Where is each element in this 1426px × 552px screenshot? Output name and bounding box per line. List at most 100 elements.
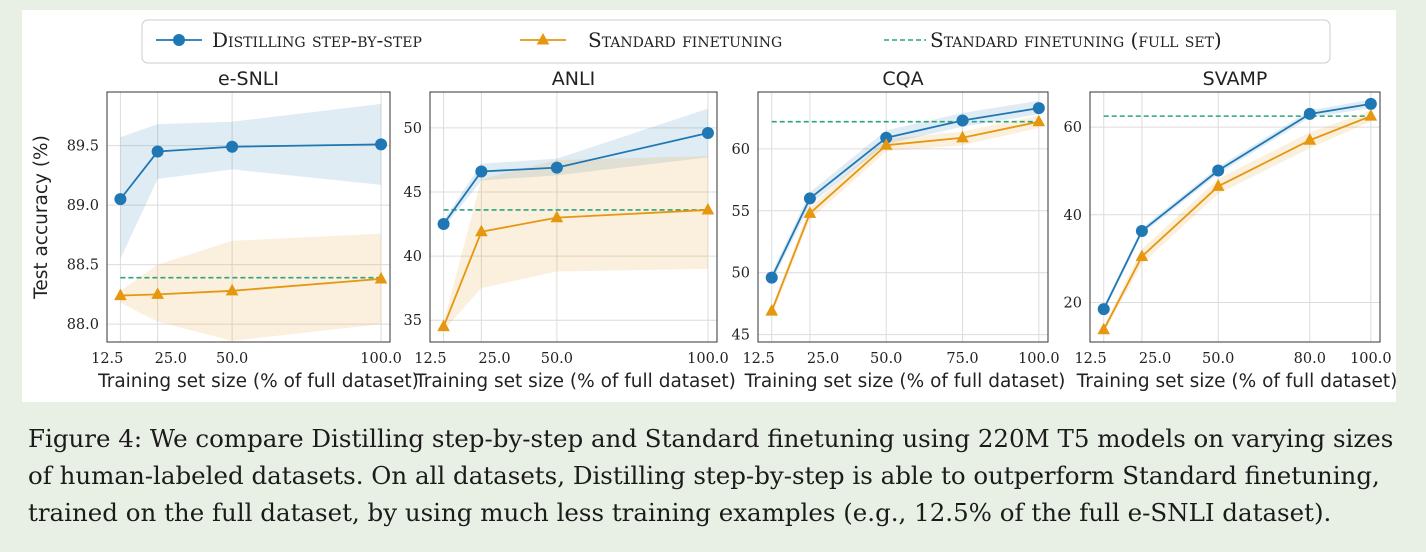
x-tick-label: 100.0 bbox=[1350, 351, 1392, 367]
chart-anli: 35 40 45 50 12.5 25.0 50.0 100.0 ANLI Training se… bbox=[404, 68, 736, 392]
legend-entry-2: Standard finetuning (full set) bbox=[884, 28, 1222, 52]
data-point-triangle bbox=[956, 130, 969, 143]
figure-caption: Figure 4: We compare Distilling step-by-… bbox=[28, 424, 1394, 527]
x-tick-label: 25.0 bbox=[155, 351, 187, 367]
data-point-triangle bbox=[701, 202, 715, 215]
data-point-circle bbox=[880, 131, 893, 144]
x-tick-label: 75.0 bbox=[946, 351, 978, 367]
legend-label: Distilling step-by-step bbox=[212, 28, 422, 52]
x-tick-label: 25.0 bbox=[478, 351, 510, 367]
data-point-circle bbox=[1212, 164, 1225, 177]
legend-entry-0: Distilling step-by-step bbox=[156, 28, 422, 52]
legend-entry-1: Standard finetuning bbox=[520, 28, 782, 52]
data-point-circle bbox=[1135, 225, 1148, 238]
data-point-triangle bbox=[765, 304, 779, 316]
confidence-band bbox=[443, 156, 708, 331]
chart-title: SVAMP bbox=[1203, 68, 1268, 90]
data-point-circle bbox=[151, 145, 164, 158]
x-axis-label: Training set size (% of full dataset) bbox=[97, 371, 419, 392]
chart-svamp: 20 40 60 12.5 25.0 50.0 80.0 100.0 SVAMP Training… bbox=[1064, 68, 1396, 392]
data-point-circle bbox=[765, 271, 778, 284]
figure-panel: Distilling step-by-step Standard finetuni… bbox=[22, 10, 1396, 402]
legend: Distilling step-by-step Standard finetuni… bbox=[141, 19, 1331, 64]
y-tick-label: 88.5 bbox=[67, 258, 99, 274]
data-point-circle bbox=[437, 218, 450, 231]
chart-cqa: 45 50 55 60 12.5 25.0 50.0 75.0 100.0 CQA Training… bbox=[732, 68, 1066, 392]
x-tick-label: 25.0 bbox=[1139, 351, 1171, 367]
figure-svg: Distilling step-by-step Standard finetuni… bbox=[31, 19, 1396, 392]
legend-swatch-marker bbox=[536, 33, 550, 45]
series-line bbox=[120, 278, 382, 297]
plot-area bbox=[1090, 92, 1380, 342]
x-tick-label: 100.0 bbox=[1018, 351, 1060, 367]
axes-frame bbox=[106, 91, 391, 343]
y-tick-label: 50 bbox=[404, 121, 422, 137]
data-point-triangle bbox=[803, 206, 817, 218]
series-line bbox=[442, 209, 708, 327]
y-tick-label: 20 bbox=[1064, 296, 1082, 312]
chart-title: CQA bbox=[882, 68, 923, 90]
data-point-circle bbox=[1032, 102, 1045, 115]
x-axis-label: Training set size (% of full dataset) bbox=[414, 371, 736, 392]
data-point-circle bbox=[226, 140, 239, 153]
x-tick-label: 80.0 bbox=[1294, 351, 1326, 367]
x-tick-label: 100.0 bbox=[687, 351, 729, 367]
data-point-circle bbox=[114, 193, 127, 206]
x-tick-label: 50.0 bbox=[1202, 351, 1234, 367]
y-tick-label: 40 bbox=[404, 249, 422, 265]
data-point-triangle bbox=[1211, 179, 1225, 191]
series-line bbox=[442, 132, 709, 225]
y-tick-label: 88.0 bbox=[67, 317, 99, 333]
chart-title: e-SNLI bbox=[218, 68, 279, 90]
data-point-circle bbox=[1364, 97, 1377, 110]
x-tick-label: 12.5 bbox=[1074, 351, 1106, 367]
data-point-circle bbox=[475, 165, 488, 178]
data-point-triangle bbox=[1364, 109, 1378, 121]
plot-area bbox=[107, 92, 390, 342]
y-tick-label: 55 bbox=[732, 204, 750, 220]
x-tick-label: 12.5 bbox=[742, 351, 774, 367]
data-point-triangle bbox=[225, 283, 239, 296]
y-tick-label: 50 bbox=[732, 266, 750, 282]
confidence-band bbox=[120, 233, 382, 341]
data-point-triangle bbox=[1097, 322, 1111, 335]
y-tick-label: 35 bbox=[404, 313, 422, 329]
axes-frame bbox=[429, 91, 718, 343]
data-point-triangle bbox=[1303, 133, 1317, 145]
y-tick-label: 89.0 bbox=[67, 198, 99, 214]
data-point-triangle bbox=[1032, 114, 1046, 127]
data-point-triangle bbox=[879, 138, 893, 150]
y-tick-label: 89.5 bbox=[67, 139, 99, 155]
y-tick-label: 45 bbox=[732, 328, 750, 344]
data-point-circle bbox=[375, 138, 388, 151]
legend-label: Standard finetuning bbox=[588, 28, 782, 52]
confidence-band bbox=[771, 100, 1039, 283]
y-tick-label: 60 bbox=[732, 142, 750, 158]
confidence-band bbox=[120, 103, 382, 259]
axes-frame bbox=[1089, 91, 1381, 343]
data-point-triangle bbox=[374, 271, 388, 284]
y-axis-label: Test accuracy (%) bbox=[31, 135, 52, 300]
x-tick-label: 12.5 bbox=[91, 351, 123, 367]
data-point-circle bbox=[550, 161, 563, 174]
y-tick-label: 40 bbox=[1064, 208, 1082, 224]
data-point-triangle bbox=[1135, 249, 1149, 262]
data-point-circle bbox=[1303, 107, 1316, 120]
axes-frame bbox=[757, 91, 1049, 343]
series-line bbox=[119, 143, 382, 200]
legend-swatch-marker bbox=[173, 34, 185, 46]
legend-frame bbox=[141, 19, 1331, 64]
y-tick-label: 45 bbox=[404, 185, 422, 201]
chart-e-snli: 88.0 88.5 89.0 89.5 12.5 25.0 50.0 100.0 e-SNLI T… bbox=[31, 68, 419, 392]
y-tick-label: 60 bbox=[1064, 120, 1082, 136]
legend-label: Standard finetuning (full set) bbox=[930, 28, 1222, 52]
data-point-circle bbox=[1097, 303, 1110, 316]
data-point-triangle bbox=[114, 288, 127, 301]
x-tick-label: 100.0 bbox=[360, 351, 402, 367]
x-tick-label: 12.5 bbox=[414, 351, 446, 367]
x-axis-label: Training set size (% of full dataset) bbox=[744, 371, 1066, 392]
data-point-circle bbox=[956, 114, 969, 127]
x-tick-label: 50.0 bbox=[870, 351, 902, 367]
data-point-triangle bbox=[437, 319, 450, 332]
x-tick-label: 25.0 bbox=[807, 351, 839, 367]
